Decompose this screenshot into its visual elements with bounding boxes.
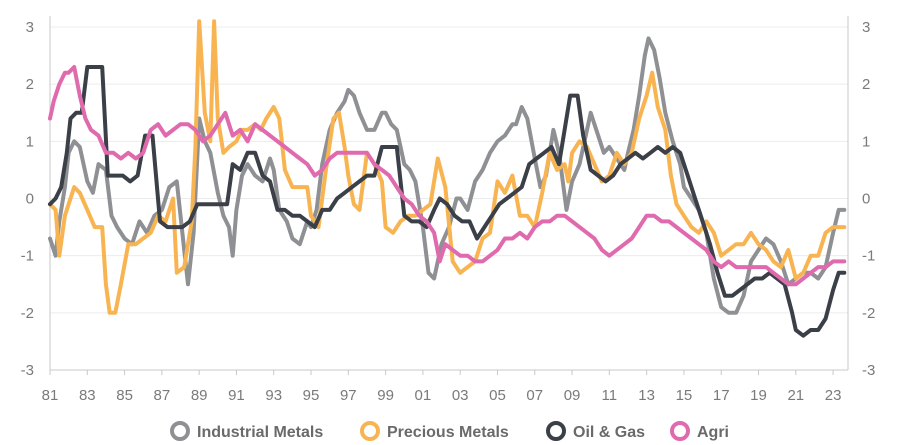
x-tick-label: 97 xyxy=(340,387,357,404)
y-tick-label-right: 3 xyxy=(862,19,870,36)
x-tick-label: 99 xyxy=(377,387,394,404)
x-tick-label: 81 xyxy=(42,387,59,404)
legend-label: Precious Metals xyxy=(387,424,509,441)
y-tick-label-left: -2 xyxy=(21,305,34,322)
x-tick-label: 21 xyxy=(787,387,804,404)
y-tick-label-left: 2 xyxy=(26,76,34,93)
gridlines xyxy=(50,26,848,371)
x-tick-label: 13 xyxy=(638,387,655,404)
y-tick-label-left: 1 xyxy=(26,133,34,150)
axes xyxy=(49,16,849,375)
x-tick-label: 09 xyxy=(564,387,581,404)
series-line-industrial-metals xyxy=(48,36,847,315)
x-tick-label: 95 xyxy=(303,387,320,404)
legend-marker xyxy=(670,421,690,441)
y-tick-label-right: 1 xyxy=(862,133,870,150)
legend-marker xyxy=(546,421,566,441)
legend-label: Agri xyxy=(697,424,729,441)
y-tick-label-left: -1 xyxy=(21,248,34,265)
x-tick-label: 01 xyxy=(415,387,432,404)
x-tick-label: 23 xyxy=(825,387,842,404)
y-tick-label-right: -2 xyxy=(862,305,875,322)
y-tick-label-right: -3 xyxy=(862,362,875,379)
series-line-agri xyxy=(48,65,847,287)
legend-label: Oil & Gas xyxy=(573,424,645,441)
series-lines xyxy=(48,19,847,338)
legend-marker xyxy=(170,421,190,441)
y-tick-label-left: 0 xyxy=(26,191,34,208)
y-tick-label-left: 3 xyxy=(26,19,34,36)
x-tick-label: 91 xyxy=(228,387,245,404)
x-tick-label: 15 xyxy=(676,387,693,404)
tick-labels: 3 32 21 10 0-1 -1-2 -2-3 -381 83 85 87 89 91 93 95 97 99… xyxy=(21,19,876,404)
y-tick-label-right: 2 xyxy=(862,76,870,93)
x-tick-label: 07 xyxy=(526,387,543,404)
x-tick-label: 85 xyxy=(116,387,133,404)
x-tick-label: 05 xyxy=(489,387,506,404)
legend: Industrial Metals Precious Metals Oil & Ga… xyxy=(170,421,729,441)
legend-marker xyxy=(360,421,380,441)
x-tick-label: 11 xyxy=(602,387,618,404)
y-tick-label-left: -3 xyxy=(21,362,34,379)
y-tick-label-right: -1 xyxy=(862,248,875,265)
series-line-precious-metals xyxy=(48,19,847,315)
y-tick-label-right: 0 xyxy=(862,191,870,208)
x-tick-label: 17 xyxy=(713,387,730,404)
x-tick-label: 03 xyxy=(452,387,469,404)
x-tick-label: 93 xyxy=(265,387,282,404)
x-tick-label: 89 xyxy=(191,387,208,404)
x-tick-label: 19 xyxy=(750,387,767,404)
x-tick-label: 87 xyxy=(154,387,171,404)
x-tick-label: 83 xyxy=(79,387,96,404)
legend-label: Industrial Metals xyxy=(197,424,323,441)
